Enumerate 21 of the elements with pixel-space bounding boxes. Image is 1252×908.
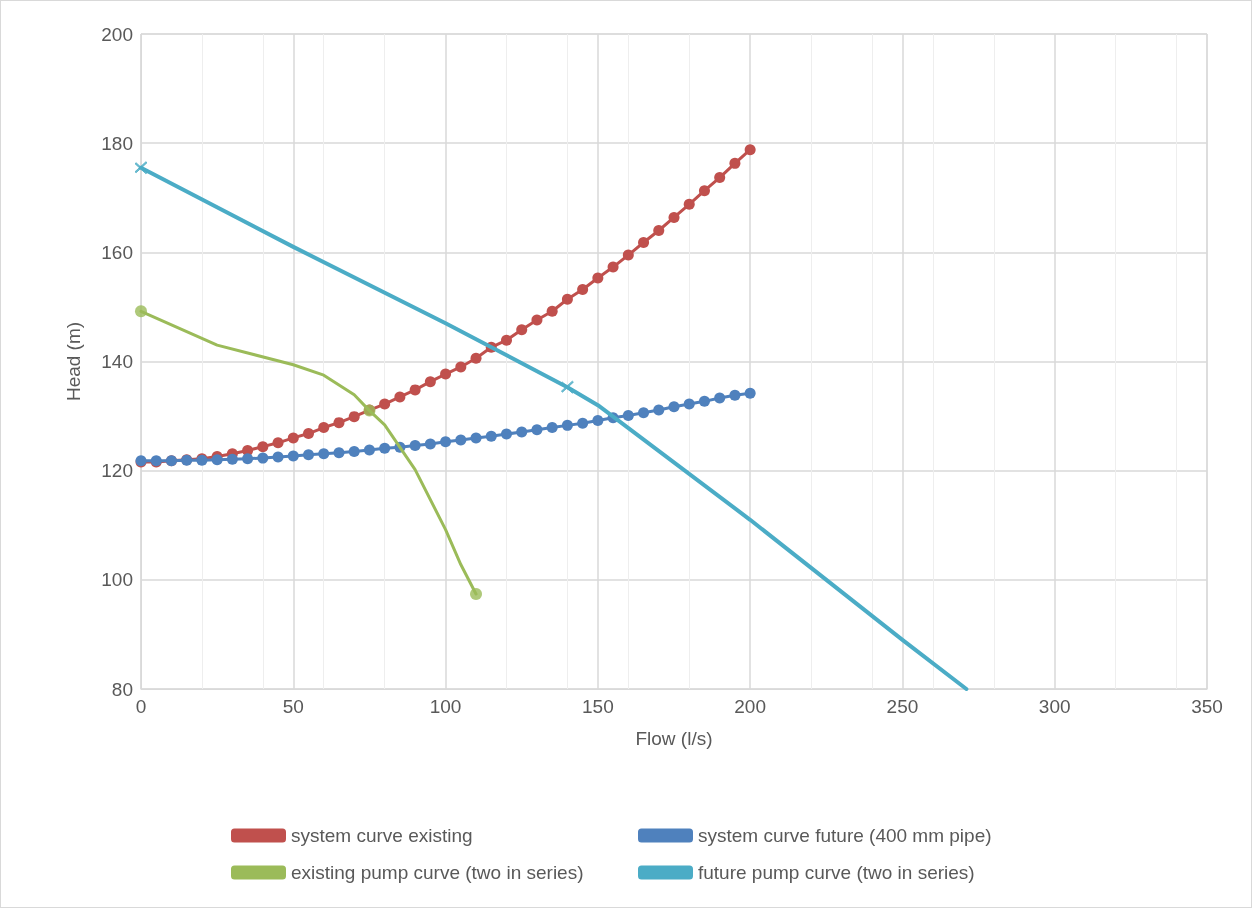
legend-label: system curve existing [291, 825, 473, 846]
x-tick-label: 50 [282, 696, 304, 717]
x-tick-label: 100 [429, 696, 462, 717]
y-tick-label: 140 [101, 351, 133, 372]
x-tick-label: 150 [582, 696, 614, 717]
legend-label: future pump curve (two in series) [698, 862, 975, 883]
y-tick-label: 200 [101, 23, 133, 45]
x-tick-label: 0 [135, 696, 147, 717]
y-tick-label: 180 [101, 132, 133, 154]
x-axis-title: Flow (l/s) [635, 728, 713, 749]
x-tick-label: 250 [886, 696, 919, 717]
x-tick-label: 200 [734, 696, 766, 717]
y-tick-label: 120 [101, 460, 133, 482]
legend-label: system curve future (400 mm pipe) [698, 825, 992, 846]
y-axis-title: Head (m) [63, 321, 84, 402]
x-tick-label: 350 [1191, 696, 1223, 717]
y-tick-label: 80 [111, 678, 133, 700]
y-tick-label: 100 [101, 569, 133, 591]
y-tick-label: 160 [101, 241, 133, 263]
legend-label: existing pump curve (two in series) [291, 862, 584, 883]
x-tick-label: 300 [1038, 696, 1071, 717]
